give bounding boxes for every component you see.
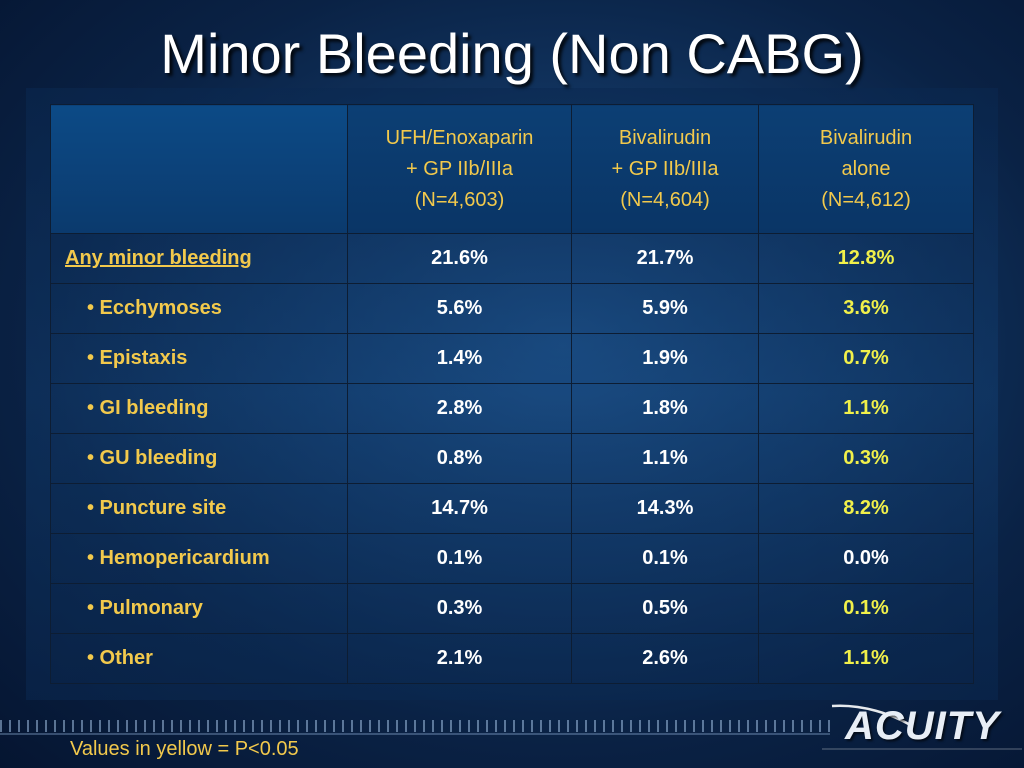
row-label: • Epistaxis	[50, 333, 348, 384]
table-row-ecchymoses: • Ecchymoses 5.6% 5.9% 3.6%	[50, 283, 974, 334]
table-row-other: • Other 2.1% 2.6% 1.1%	[50, 633, 974, 684]
value-cell: 1.8%	[571, 383, 759, 434]
value-cell-significant: 1.1%	[758, 633, 974, 684]
value-cell: 0.1%	[571, 533, 759, 584]
value-cell: 1.1%	[571, 433, 759, 484]
decorative-tick-strip	[0, 720, 830, 732]
row-label: • Other	[50, 633, 348, 684]
value-cell-significant: 0.1%	[758, 583, 974, 634]
slide-title: Minor Bleeding (Non CABG)	[160, 22, 864, 85]
header-ufh-enoxaparin: UFH/Enoxaparin + GP IIb/IIIa (N=4,603)	[347, 104, 572, 234]
table-header-row: UFH/Enoxaparin + GP IIb/IIIa (N=4,603) B…	[50, 104, 974, 234]
value-cell: 5.6%	[347, 283, 572, 334]
row-label: • GU bleeding	[50, 433, 348, 484]
table-row-epistaxis: • Epistaxis 1.4% 1.9% 0.7%	[50, 333, 974, 384]
table-row-any-minor-bleeding: Any minor bleeding 21.6% 21.7% 12.8%	[50, 233, 974, 284]
decorative-divider	[0, 733, 830, 735]
value-cell: 21.7%	[571, 233, 759, 284]
row-label: • Hemopericardium	[50, 533, 348, 584]
value-cell-significant: 0.7%	[758, 333, 974, 384]
value-cell-significant: 12.8%	[758, 233, 974, 284]
value-cell: 2.6%	[571, 633, 759, 684]
footnote: Values in yellow = P<0.05	[70, 738, 299, 760]
value-cell-significant: 0.3%	[758, 433, 974, 484]
value-cell: 0.1%	[347, 533, 572, 584]
value-cell: 21.6%	[347, 233, 572, 284]
value-cell: 2.8%	[347, 383, 572, 434]
row-label: • Ecchymoses	[50, 283, 348, 334]
value-cell: 1.9%	[571, 333, 759, 384]
value-cell: 14.7%	[347, 483, 572, 534]
row-label: • Pulmonary	[50, 583, 348, 634]
table-row-gi-bleeding: • GI bleeding 2.8% 1.8% 1.1%	[50, 383, 974, 434]
table-row-pulmonary: • Pulmonary 0.3% 0.5% 0.1%	[50, 583, 974, 634]
row-label: • GI bleeding	[50, 383, 348, 434]
value-cell: 1.4%	[347, 333, 572, 384]
value-cell-significant: 8.2%	[758, 483, 974, 534]
header-empty-cell	[50, 104, 348, 234]
value-cell: 14.3%	[571, 483, 759, 534]
row-label: Any minor bleeding	[50, 233, 348, 284]
acuity-logo: ACUITY	[845, 704, 1000, 748]
value-cell: 5.9%	[571, 283, 759, 334]
value-cell-significant: 3.6%	[758, 283, 974, 334]
value-cell: 0.5%	[571, 583, 759, 634]
table-row-puncture-site: • Puncture site 14.7% 14.3% 8.2%	[50, 483, 974, 534]
minor-bleeding-table: UFH/Enoxaparin + GP IIb/IIIa (N=4,603) B…	[50, 104, 974, 684]
acuity-logo-swoosh	[822, 704, 1022, 750]
header-bivalirudin-gp: Bivalirudin + GP IIb/IIIa (N=4,604)	[571, 104, 759, 234]
value-cell: 0.8%	[347, 433, 572, 484]
value-cell: 0.3%	[347, 583, 572, 634]
value-cell: 0.0%	[758, 533, 974, 584]
header-bivalirudin-alone: Bivalirudin alone (N=4,612)	[758, 104, 974, 234]
row-label: • Puncture site	[50, 483, 348, 534]
value-cell: 2.1%	[347, 633, 572, 684]
value-cell-significant: 1.1%	[758, 383, 974, 434]
table-row-hemopericardium: • Hemopericardium 0.1% 0.1% 0.0%	[50, 533, 974, 584]
table-row-gu-bleeding: • GU bleeding 0.8% 1.1% 0.3%	[50, 433, 974, 484]
